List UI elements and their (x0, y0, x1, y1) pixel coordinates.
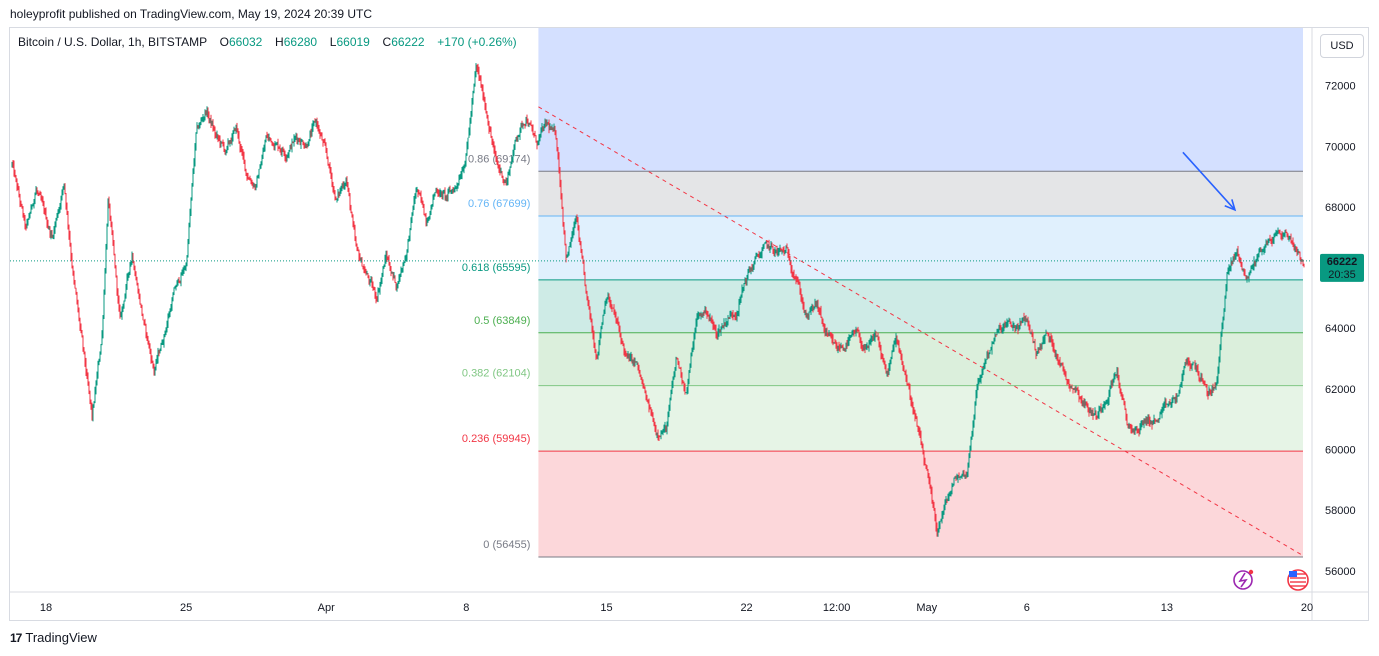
fib-label-0.618: 0.618 (65595) (462, 262, 531, 274)
lightning-icon[interactable] (1233, 570, 1253, 590)
price-tick-label: 60000 (1325, 444, 1356, 456)
symbol-title[interactable]: Bitcoin / U.S. Dollar, 1h, BITSTAMP (18, 35, 207, 49)
high-value: 66280 (283, 35, 318, 49)
fib-label-0.236: 0.236 (59945) (462, 433, 531, 445)
time-tick-label: 15 (600, 602, 612, 614)
time-tick-label: 25 (180, 602, 192, 614)
symbol-legend: Bitcoin / U.S. Dollar, 1h, BITSTAMP O660… (18, 35, 517, 49)
fib-label-0.76: 0.76 (67699) (468, 198, 530, 210)
time-tick-label: 6 (1024, 602, 1030, 614)
time-tick-label: 13 (1161, 602, 1173, 614)
low-value: 66019 (336, 35, 370, 49)
time-tick-label: Apr (318, 602, 335, 614)
published-caption: holeyprofit published on TradingView.com… (10, 7, 372, 21)
annotation-arrow[interactable] (1182, 151, 1236, 211)
price-tick-label: 70000 (1325, 141, 1356, 153)
fib-band-0 (538, 28, 1303, 172)
price-tick-label: 68000 (1325, 202, 1356, 214)
price-tick-label: 56000 (1325, 566, 1356, 578)
fib-label-0: 0 (56455) (483, 539, 530, 551)
annotation-arrow-head (1224, 199, 1237, 212)
price-tick-label: 72000 (1325, 81, 1356, 93)
price-tick-label: 62000 (1325, 384, 1356, 396)
flag-canton (1289, 571, 1297, 577)
drawings (10, 106, 1311, 557)
time-axis: 18 25 Apr 8 15 22 12:00 May 6 13 20 (10, 591, 1369, 614)
notification-dot-icon (1248, 569, 1254, 575)
bar-countdown: 20:35 (1328, 269, 1356, 281)
footer-brand[interactable]: TradingView (25, 630, 97, 645)
fib-band-6 (538, 451, 1303, 557)
open-label: O (219, 35, 229, 49)
last-price-badge (1320, 253, 1364, 282)
time-tick-label: 20 (1301, 602, 1313, 614)
fib-band-2 (538, 216, 1303, 280)
time-tick-label: May (916, 602, 937, 614)
fib-bands (538, 28, 1303, 557)
time-tick-label: 18 (40, 602, 52, 614)
open-value: 66032 (228, 35, 263, 49)
time-tick-label: 8 (463, 602, 469, 614)
change-value: +170 (+0.26%) (437, 35, 517, 49)
last-price-value: 66222 (1327, 256, 1358, 268)
chart-frame (9, 27, 1369, 621)
trend-line[interactable] (538, 106, 1304, 557)
fib-lines: 0 (56455) 0.236 (59945) 0.382 (62104) 0.5 (… (462, 153, 1303, 558)
price-axis: 7200070000680006600064000620006000058000… (1311, 28, 1356, 620)
low-label: L (329, 35, 337, 49)
currency-button[interactable]: USD (1320, 34, 1364, 58)
candles (11, 63, 1305, 537)
high-label: H (275, 35, 284, 49)
footer: 17 TradingView (10, 630, 97, 645)
price-tick-label: 58000 (1325, 505, 1356, 517)
fib-label-0.5: 0.5 (63849) (474, 315, 530, 327)
lightning-bolt-icon (1238, 572, 1248, 588)
time-tick-label: 12:00 (823, 602, 851, 614)
fib-label-0.86: 0.86 (69174) (468, 153, 530, 165)
price-tick-label: 64000 (1325, 323, 1356, 335)
time-tick-label: 22 (740, 602, 752, 614)
fib-band-1 (538, 171, 1303, 217)
fib-band-3 (538, 279, 1303, 333)
tradingview-logo-icon: 17 (10, 630, 22, 645)
fib-band-4 (538, 332, 1303, 386)
fib-label-0.382: 0.382 (62104) (462, 368, 531, 380)
close-value: 66222 (391, 35, 425, 49)
chart-corner-icons (1233, 569, 1309, 591)
close-label: C (382, 35, 392, 49)
